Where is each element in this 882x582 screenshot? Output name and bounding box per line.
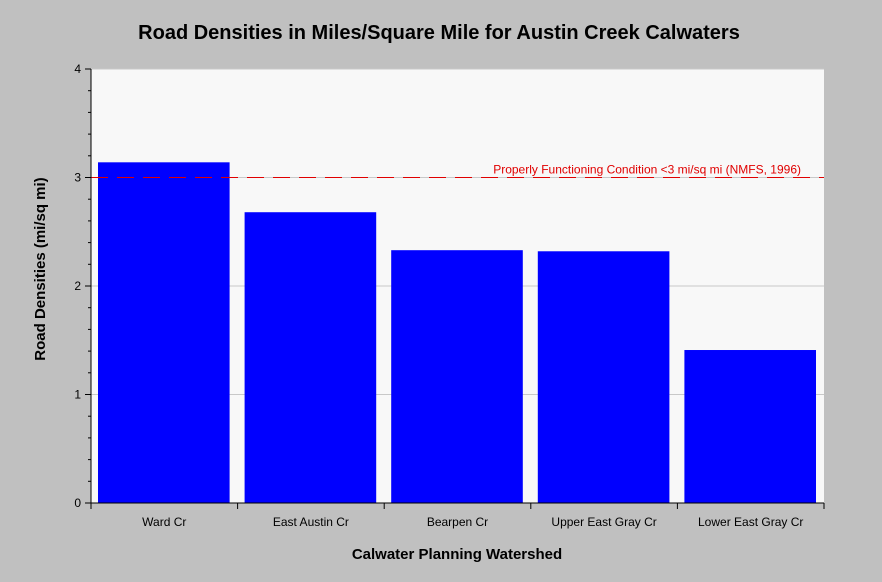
reference-line-group: Properly Functioning Condition <3 mi/sq … (91, 163, 824, 178)
y-tick-label-1: 1 (74, 388, 81, 402)
y-tick-label-0: 0 (74, 496, 81, 510)
reference-line-label: Properly Functioning Condition <3 mi/sq … (493, 163, 801, 177)
chart-title: Road Densities in Miles/Square Mile for … (138, 22, 740, 44)
x-tick-label-4: Upper East Gray Cr (551, 515, 656, 529)
bar-4 (537, 251, 670, 503)
bar-3 (391, 250, 523, 503)
x-tick-label-3: Bearpen Cr (427, 515, 488, 529)
x-axis-label: Calwater Planning Watershed (352, 546, 562, 563)
bar-1 (98, 162, 230, 503)
x-axis-ticks: Ward Cr East Austin Cr Bearpen Cr Upper Eas… (90, 503, 825, 529)
bar-5 (684, 350, 816, 503)
y-tick-label-3: 3 (74, 171, 81, 185)
x-tick-label-2: East Austin Cr (273, 515, 349, 529)
y-tick-label-2: 2 (74, 279, 81, 293)
y-axis-ticks: 0 1 2 3 4 (74, 62, 91, 510)
bar-2 (244, 212, 377, 503)
x-tick-label-5: Lower East Gray Cr (698, 515, 803, 529)
bars (98, 162, 816, 503)
y-axis-label: Road Densities (mi/sq mi) (32, 177, 49, 360)
x-tick-label-1: Ward Cr (142, 515, 186, 529)
y-tick-label-4: 4 (74, 62, 81, 76)
